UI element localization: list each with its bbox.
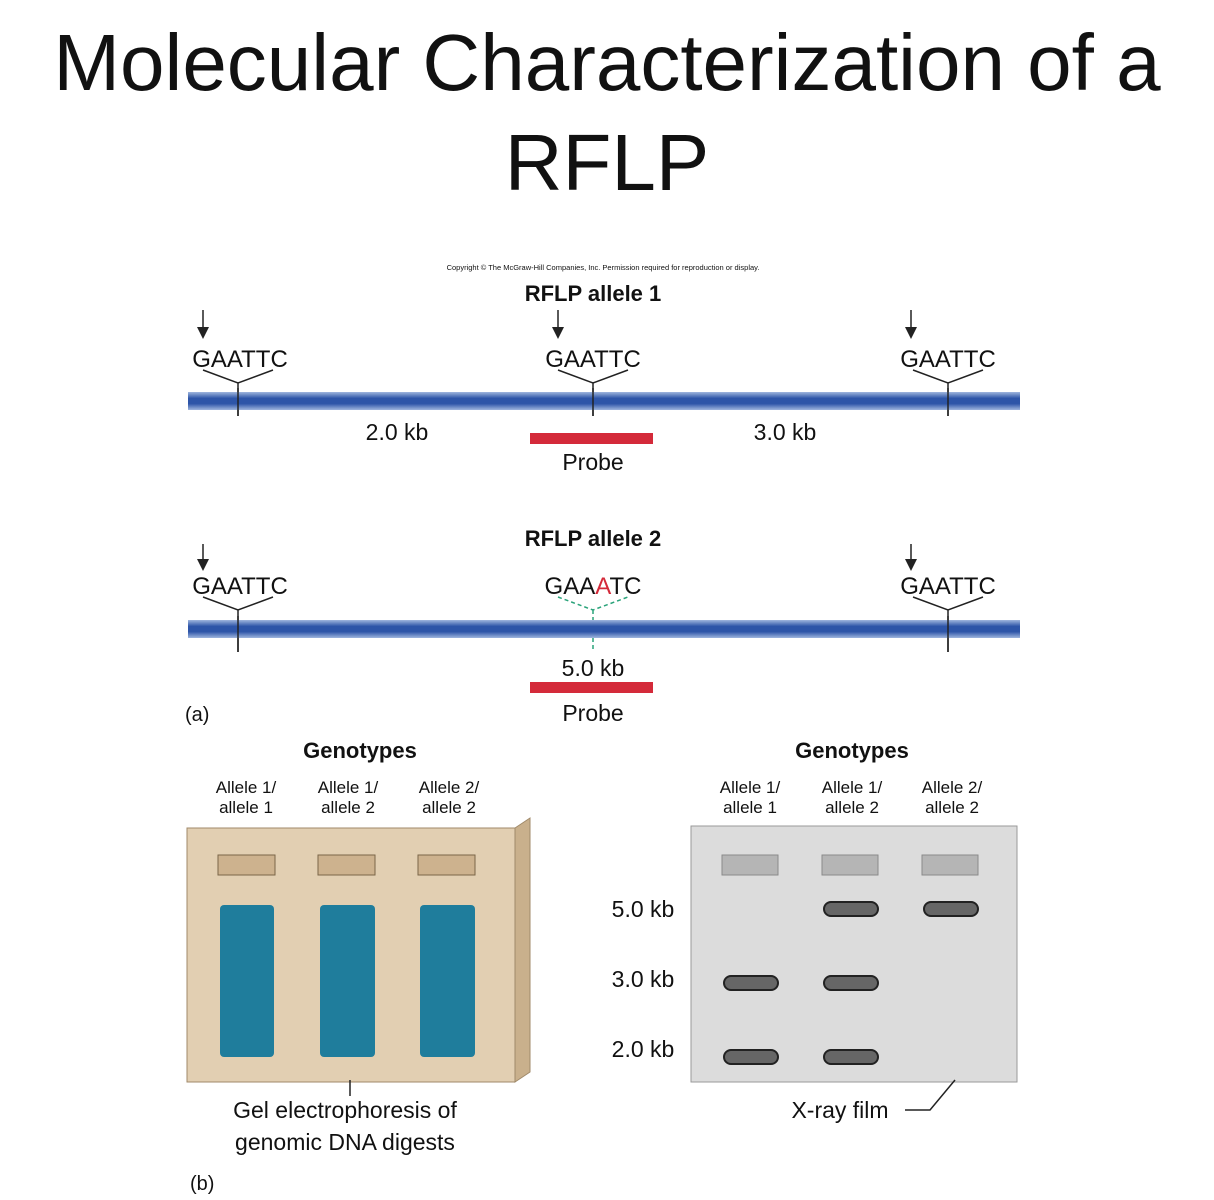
dna — [188, 620, 1020, 638]
lane-label: allele 1 — [723, 798, 777, 817]
title-line: Molecular Characterization of a — [53, 18, 1161, 107]
site: GAATTC — [192, 573, 288, 600]
site-ticks — [237, 616, 949, 652]
film-caption: X-ray film — [791, 1097, 888, 1123]
lane-label: Allele 1/ — [822, 778, 883, 797]
panel-label: (a) — [185, 704, 209, 726]
lane-label: Allele 1/ — [318, 778, 379, 797]
copyright: Copyright © The McGraw-Hill Companies, I… — [447, 263, 760, 272]
size-label: 2.0 kb — [612, 1036, 675, 1062]
site-part: TC — [609, 573, 641, 600]
lane-label: allele 2 — [321, 798, 375, 817]
gel-caption: genomic DNA digests — [235, 1129, 455, 1155]
dna — [188, 392, 1020, 410]
xray-film — [690, 825, 1018, 1111]
fragment-size: 5.0 kb — [562, 655, 625, 681]
gel-caption: Gel electrophoresis of — [233, 1097, 457, 1123]
probe-bar — [530, 682, 653, 693]
site: GAATTC — [192, 346, 288, 373]
title-line: RFLP — [505, 118, 710, 207]
lane-label: Allele 2/ — [419, 778, 480, 797]
lane-label: allele 1 — [219, 798, 273, 817]
mutated-site: GAAATC — [545, 573, 642, 600]
cut-arrows — [197, 310, 917, 339]
lane-label: Allele 1/ — [720, 778, 781, 797]
lane-label: Allele 1/ — [216, 778, 277, 797]
mutation: A — [595, 573, 611, 600]
lane-label: Allele 2/ — [922, 778, 983, 797]
fragment-size: 3.0 kb — [754, 419, 817, 445]
lane-label: allele 2 — [825, 798, 879, 817]
gel — [186, 817, 531, 1096]
panel-label: (b) — [190, 1173, 214, 1195]
cut-arrows — [197, 544, 917, 571]
lane-label: allele 2 — [422, 798, 476, 817]
heading: Genotypes — [303, 738, 417, 763]
probe-label: Probe — [562, 449, 623, 475]
heading: Genotypes — [795, 738, 909, 763]
probe-label: Probe — [562, 700, 623, 726]
probe-bar — [530, 433, 653, 444]
site-ticks — [237, 388, 949, 416]
site: GAATTC — [900, 346, 996, 373]
size-label: 3.0 kb — [612, 966, 675, 992]
fragment-size: 2.0 kb — [366, 419, 429, 445]
allele-title: RFLP allele 1 — [525, 281, 662, 306]
size-label: 5.0 kb — [612, 896, 675, 922]
lane-label: allele 2 — [925, 798, 979, 817]
allele-title: RFLP allele 2 — [525, 526, 662, 551]
site-part: GAA — [545, 573, 596, 600]
site: GAATTC — [545, 346, 641, 373]
site: GAATTC — [900, 573, 996, 600]
